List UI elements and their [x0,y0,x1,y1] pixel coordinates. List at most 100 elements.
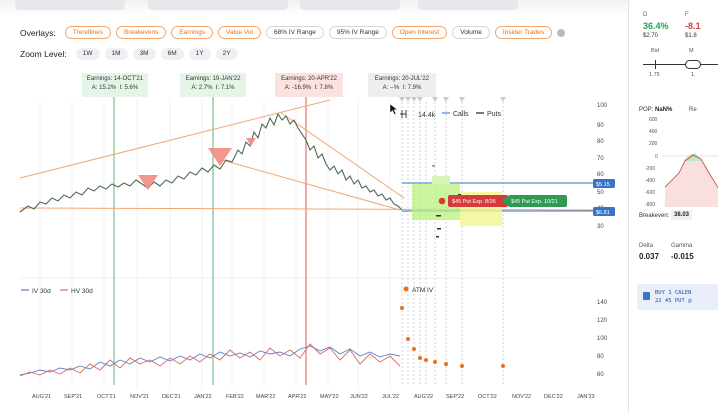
overlay-95-iv-range-chip[interactable]: 95% IV Range [328,26,387,39]
mouse-cursor-icon [389,103,399,115]
earnings-title: Earnings: 14-OCT'21 [86,76,144,82]
col1-value: 36.4% [643,21,669,31]
earnings-implied: I: 7.1% [215,85,235,91]
chart-legend: 14.4k Calls Puts [400,110,502,119]
earnings-actual: A: --% [382,85,400,91]
top-hint-pill [300,0,400,10]
calls-legend-label: Calls [453,111,469,118]
earnings-implied: I: 5.6% [119,85,139,91]
col1-header: D [643,12,648,18]
atm-iv-dots [400,306,505,368]
earnings-marker-oct21[interactable] [138,175,158,190]
trendline-down[interactable] [279,111,405,199]
overlay-insider-trades-chip[interactable]: Insider Trades [494,26,553,39]
overlay-68-iv-range-chip[interactable]: 68% IV Range [265,26,324,39]
mid-label: M [689,48,694,54]
zoom-3m-button[interactable]: 3M [132,48,156,60]
zoom-2y-button[interactable]: 2Y [215,48,238,60]
col2-value: -8.1 [685,21,701,31]
x-axis-label: AUG'22 [414,394,433,400]
top-hint-pill [418,0,518,10]
earnings-box-oct21[interactable]: Earnings: 14-OCT'21 A: 15.2% I: 5.6% [82,73,148,97]
iv30-line [19,345,401,376]
price-slider-track[interactable] [643,64,718,65]
overlay-value-vol-chip[interactable]: Value Vol [218,26,261,39]
trade-marker-2[interactable] [502,197,510,205]
top-hint-pill [148,0,288,10]
pl-axis-label: 600 [649,117,658,123]
breakeven-label: Breakeven: [639,213,670,219]
x-axis: AUG'21 SEP'21 OCT'21 NOV'21 DEC'21 JAN'2… [32,394,595,400]
x-axis-label: MAY'22 [320,394,339,400]
price-slider-handle[interactable] [685,60,701,69]
profit-zone-top [432,176,450,184]
trendline-lower[interactable] [221,159,401,211]
trade-label-1-text: $45 Put Exp. 8/26 [452,199,496,205]
open-interest-marks [432,165,461,238]
price-axis-label: 50 [597,190,604,196]
iv-axis-label: 140 [597,300,608,306]
earnings-box-jul22[interactable]: Earnings: 20-JUL'22 A: --% I: 7.9% [368,73,436,97]
pop-value: NaN% [655,107,673,113]
price-axis-label: 80 [597,139,604,145]
right-panel: D F 36.4% -8.1 $2.70 $1.8 Bid M 1.75 1. … [628,0,718,412]
x-axis-label: DEC'21 [162,394,181,400]
top-toolbar-fade [0,0,630,16]
col2-header: F [685,12,689,18]
earnings-box-jan22[interactable]: Earnings: 19-JAN'22 A: 2.7% I: 7.1% [180,73,246,97]
earnings-title: Earnings: 20-JUL'22 [374,76,430,82]
iv-axis-label: 60 [597,372,604,378]
overlays-label: Overlays: [20,27,56,38]
earnings-implied: I: 7.8% [314,85,334,91]
order-line-2: 22 45 PUT @ [655,298,692,304]
order-card[interactable]: BUY 1 CALEN 22 45 PUT @ [637,284,718,310]
price-tag-upper-text: $5.15 [596,182,610,188]
zoom-1w-button[interactable]: 1W [75,48,100,60]
insider-marker[interactable] [246,138,256,146]
overlay-volume-chip[interactable]: Volume [452,26,490,39]
expiry-markers[interactable] [399,97,506,102]
pl-axis: 600 400 200 0 -200 -400 -600 -800 [645,117,658,208]
price-axis-label: 60 [597,172,604,178]
pl-axis-label: 400 [649,129,658,135]
iv-axis-label: 100 [597,336,608,342]
expiry-lines [401,102,504,385]
earnings-actual: A: 2.7% [191,85,213,91]
x-axis-label: JUL'22 [382,394,399,400]
earnings-marker-jan22[interactable] [208,148,232,166]
zoom-1m-button[interactable]: 1M [104,48,128,60]
puts-legend-label: Puts [487,111,502,118]
earnings-title: Earnings: 20-APR'22 [281,76,337,82]
trendline-support[interactable] [19,207,601,211]
x-axis-label: SEP'21 [64,394,82,400]
pl-curve [664,154,718,189]
overlay-trendlines-chip[interactable]: Trendlines [64,26,112,39]
overlay-earnings-chip[interactable]: Earnings [171,26,213,39]
x-axis-label: AUG'21 [32,394,51,400]
pl-axis-label: -800 [645,202,655,208]
price-line [19,112,403,213]
price-tag-lower [593,207,615,216]
price-tag-lower-text: $6.81 [596,210,610,216]
atm-iv-legend-label: ATM IV [412,287,434,294]
earnings-box-apr22[interactable]: Earnings: 20-APR'22 A: -16.9% I: 7.8% [275,73,343,97]
overlay-open-interest-chip[interactable]: Open Interest [391,26,448,39]
overlay-breakevens-chip[interactable]: Breakevens [116,26,167,39]
atm-iv-legend-icon [403,286,409,292]
top-hint-pill [15,0,125,10]
trade-label-2[interactable] [508,195,567,207]
iv-axis-label: 80 [597,354,604,360]
x-axis-label: JAN'23 [577,394,595,400]
overlays-row: Overlays: Trendlines Breakevens Earnings… [20,26,566,39]
pl-axis-label: -200 [645,166,655,172]
trendline-upper[interactable] [19,99,331,179]
zoom-label: Zoom Level: [20,49,67,59]
zoom-1y-button[interactable]: 1Y [188,48,211,60]
zoom-6m-button[interactable]: 6M [160,48,184,60]
earnings-implied: I: 7.9% [402,85,422,91]
trade-label-1[interactable] [448,195,508,207]
x-axis-label: FEB'22 [226,394,244,400]
info-icon[interactable] [557,28,566,37]
trade-marker-1[interactable] [438,197,446,205]
price-axis-label: 30 [597,224,604,230]
